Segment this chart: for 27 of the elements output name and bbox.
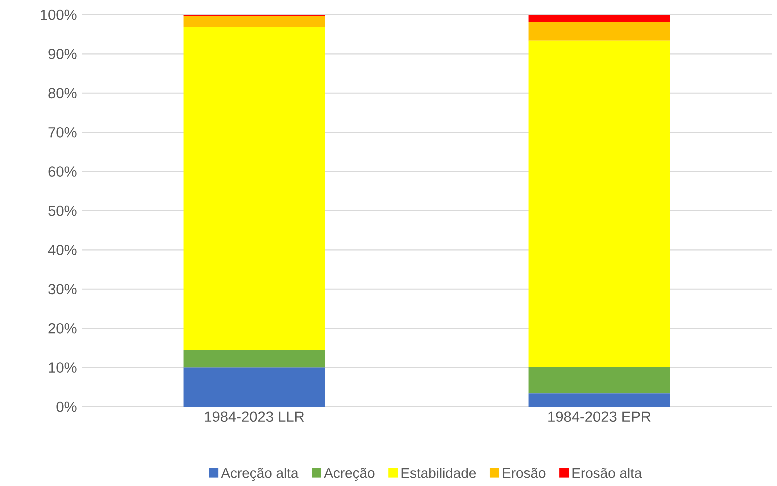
x-tick-label: 1984-2023 EPR [548,412,651,422]
y-tick-label: 100% [41,10,77,20]
y-tick-label: 0% [56,402,77,412]
bar [528,22,670,41]
bar [184,16,326,28]
legend-label: Acreção alta [221,468,299,482]
bar [528,394,670,407]
bar [184,368,326,407]
y-tick-label: 70% [48,127,77,138]
legend-label: Acreção [324,468,375,481]
bar [184,28,326,350]
y-tick-label: 30% [48,284,77,295]
y-tick-label: 60% [48,166,77,177]
bar [528,14,670,22]
legend-label: Estabilidade [402,468,476,478]
bar [184,350,326,368]
y-tick-label: 80% [48,88,77,99]
y-tick-label: 10% [49,362,77,373]
y-tick-label: 20% [48,323,77,334]
bar [528,40,670,368]
legend-label: Erosão [503,468,546,478]
y-tick-label: 50% [48,206,77,216]
y-tick-label: 40% [48,245,77,256]
x-tick-label: 1984-2023 LLR [205,412,304,422]
y-tick-label: 90% [48,49,77,60]
legend-label: Erosão alta [572,468,642,478]
bar [528,367,670,394]
